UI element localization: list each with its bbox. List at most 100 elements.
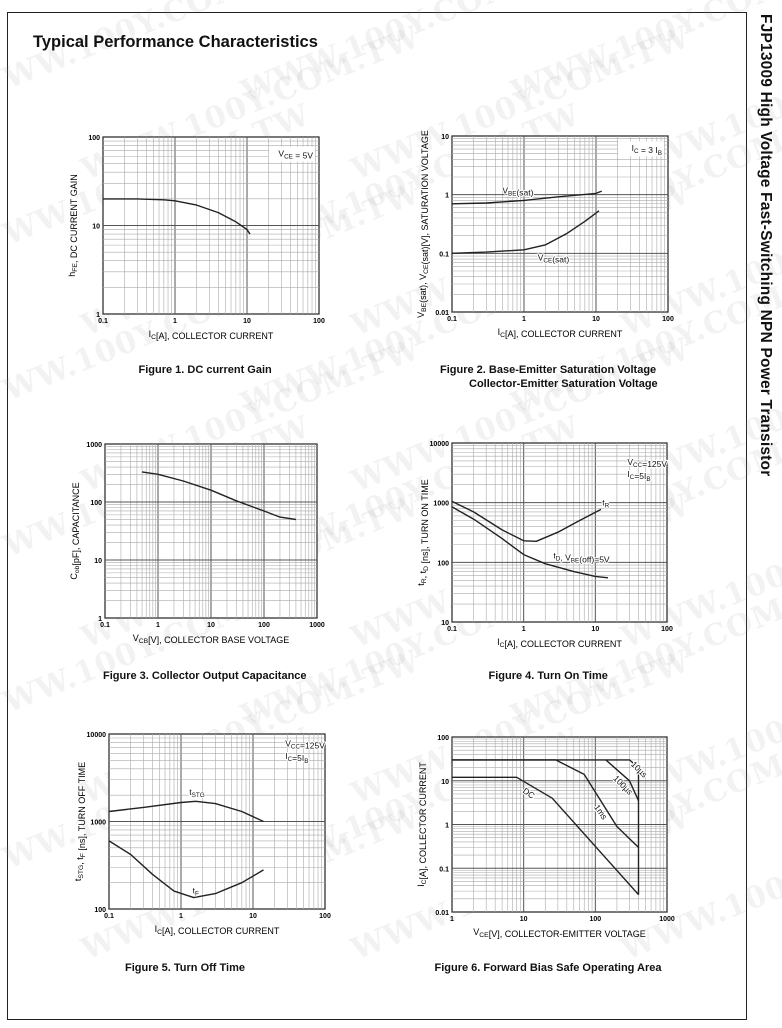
section-heading: Typical Performance Characteristics <box>33 33 318 51</box>
x-tick-label: 1 <box>179 913 183 920</box>
y-tick-label: 100 <box>437 560 449 567</box>
figure-caption: Figure 3. Collector Output Capacitance <box>103 670 307 682</box>
plot-area <box>451 135 669 313</box>
series-line-cob <box>141 471 297 521</box>
x-tick-label: 0.1 <box>104 913 114 920</box>
annotation-label: IC=5IB <box>285 751 308 765</box>
figure-caption: Figure 6. Forward Bias Safe Operating Ar… <box>434 962 662 974</box>
y-tick-label: 1000 <box>86 442 102 449</box>
annotation-label: IC = 3 IB <box>632 143 662 157</box>
y-tick-label: 0.1 <box>439 866 449 873</box>
figure-caption: Figure 5. Turn Off Time <box>125 962 245 974</box>
y-axis-label: IC[A], COLLECTOR CURRENT <box>416 762 428 887</box>
x-axis-label: IC[A], COLLECTOR CURRENT <box>497 637 622 649</box>
y-tick-label: 0.01 <box>435 910 449 917</box>
y-axis-label: Cob[pF], CAPACITANCE <box>69 482 81 579</box>
annotation-box <box>269 146 315 162</box>
annotation-label: VCE = 5V <box>278 149 313 161</box>
x-axis-label: IC[A], COLLECTOR CURRENT <box>149 329 274 341</box>
y-tick-label: 10 <box>441 134 449 141</box>
series-line-vbesat <box>451 190 602 205</box>
y-tick-label: 0.01 <box>435 310 449 317</box>
y-tick-label: 1 <box>445 193 449 200</box>
x-tick-label: 1 <box>156 622 160 629</box>
x-tick-label: 100 <box>319 913 331 920</box>
figure-caption: Collector-Emitter Saturation Voltage <box>469 378 658 390</box>
y-tick-label: 1 <box>445 823 449 830</box>
x-tick-label: 10 <box>243 318 251 325</box>
x-axis-label: IC[A], COLLECTOR CURRENT <box>498 327 623 339</box>
y-tick-label: 1000 <box>90 820 106 827</box>
annotation-label: tSTG <box>189 787 205 799</box>
series-line-hfe <box>103 198 251 235</box>
x-tick-label: 100 <box>661 626 673 633</box>
series-line-dc <box>452 776 640 896</box>
x-axis-label: VCE[V], COLLECTOR-EMITTER VOLTAGE <box>473 927 645 939</box>
x-tick-label: 0.1 <box>447 316 457 323</box>
chart-figure-6: 1 10 100 1000 0.01 0.1 1 10 100 VCE[V], COLLECTOR… <box>416 735 675 939</box>
series-line-10s <box>452 759 640 895</box>
x-tick-label: 100 <box>313 318 325 325</box>
x-tick-label: 0.1 <box>447 626 457 633</box>
y-tick-label: 10 <box>94 558 102 565</box>
annotation-label: VCC=125V <box>627 457 667 469</box>
series-line-100s <box>605 759 640 801</box>
x-tick-label: 10 <box>207 622 215 629</box>
annotation-label: VBE(sat) <box>502 185 533 197</box>
x-tick-label: 1 <box>522 626 526 633</box>
y-axis-label: hFE, DC CURRENT GAIN <box>67 174 79 277</box>
y-axis-label: VBE(sat), VCE(sat)[V], SATURATION VOLTAG… <box>416 130 430 318</box>
y-tick-label: 0.1 <box>439 251 449 258</box>
annotation-label: VCE(sat) <box>538 253 570 265</box>
series-line-td <box>451 506 609 579</box>
figure-caption: Figure 1. DC current Gain <box>138 364 272 376</box>
x-tick-label: 10 <box>520 916 528 923</box>
annotation-label: tD, VBE(off)=5V <box>553 551 610 565</box>
x-tick-label: 10 <box>592 316 600 323</box>
y-tick-label: 10 <box>441 620 449 627</box>
x-tick-label: 1 <box>173 318 177 325</box>
plot-area <box>451 442 668 623</box>
series-line-tf <box>108 840 264 899</box>
x-tick-label: 1000 <box>659 916 675 923</box>
x-tick-label: 100 <box>589 916 601 923</box>
series-line-tr <box>451 500 602 542</box>
annotation-label: tR <box>602 497 609 509</box>
x-tick-label: 0.1 <box>100 622 110 629</box>
y-axis-label: tR, tD [ns], TURN ON TIME <box>416 479 430 585</box>
x-tick-label: 100 <box>662 316 674 323</box>
x-tick-label: 1000 <box>309 622 325 629</box>
y-tick-label: 100 <box>437 735 449 742</box>
grid <box>452 443 667 622</box>
chart-figure-5: 0.1 1 10 100 100 1000 10000 IC[A], COLLECTOR CU… <box>73 732 331 936</box>
y-tick-label: 100 <box>88 135 100 142</box>
series-line-vcesat <box>451 210 600 254</box>
annotation-box <box>618 141 664 157</box>
grid <box>109 734 325 909</box>
y-axis-label: tSTG, tF [ns], TURN OFF TIME <box>73 762 87 881</box>
y-tick-label: 1 <box>98 616 102 623</box>
y-tick-label: 10 <box>92 224 100 231</box>
x-axis-label: IC[A], COLLECTOR CURRENT <box>155 924 280 936</box>
x-tick-label: 100 <box>258 622 270 629</box>
x-tick-label: 10 <box>591 626 599 633</box>
x-tick-label: 0.1 <box>98 318 108 325</box>
grid <box>452 136 668 312</box>
y-tick-label: 10 <box>441 779 449 786</box>
y-tick-label: 1 <box>96 312 100 319</box>
grid <box>103 137 319 314</box>
x-tick-label: 1 <box>522 316 526 323</box>
x-tick-label: 10 <box>249 913 257 920</box>
figure-caption: Figure 4. Turn On Time <box>488 670 608 682</box>
annotation-label: IC=5IB <box>627 469 650 483</box>
annotation-label: VCC=125V <box>285 738 325 750</box>
x-axis-label: VCB[V], COLLECTOR BASE VOLTAGE <box>133 633 289 645</box>
annotation-label: tF <box>193 886 199 898</box>
chart-figure-4: 0.1 1 10 100 10 100 1000 10000 IC[A], COLLECTOR … <box>416 441 673 649</box>
y-tick-label: 10000 <box>430 441 450 448</box>
y-tick-label: 100 <box>90 500 102 507</box>
